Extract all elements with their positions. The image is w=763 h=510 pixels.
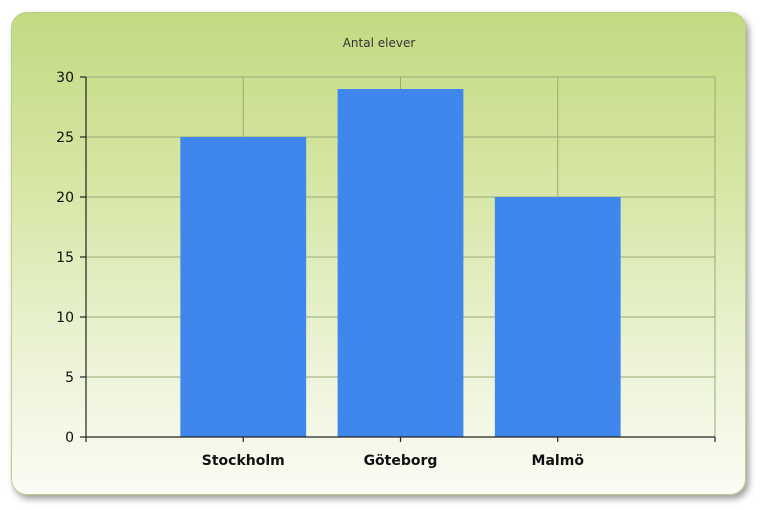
x-tick-label: Göteborg: [364, 453, 438, 469]
x-tick-labels: Stockholm Göteborg Malmö: [202, 453, 585, 469]
axes: [80, 76, 716, 442]
bars: [180, 89, 621, 437]
y-tick-label: 30: [56, 70, 74, 86]
x-tick-label: Stockholm: [202, 453, 285, 469]
x-tick-label: Malmö: [532, 453, 585, 469]
bar-göteborg: [337, 89, 464, 437]
y-tick-label: 15: [56, 250, 74, 266]
y-tick-labels: 0 5 10 15 20 25 30: [56, 70, 74, 446]
bar-malmö: [494, 197, 621, 437]
y-tick-label: 25: [56, 130, 74, 146]
y-tick-label: 10: [56, 310, 74, 326]
chart-title: Antal elever: [343, 36, 416, 50]
y-tick-label: 20: [56, 190, 74, 206]
y-tick-label: 0: [65, 430, 74, 446]
bar-stockholm: [180, 137, 307, 437]
y-tick-label: 5: [65, 370, 74, 386]
